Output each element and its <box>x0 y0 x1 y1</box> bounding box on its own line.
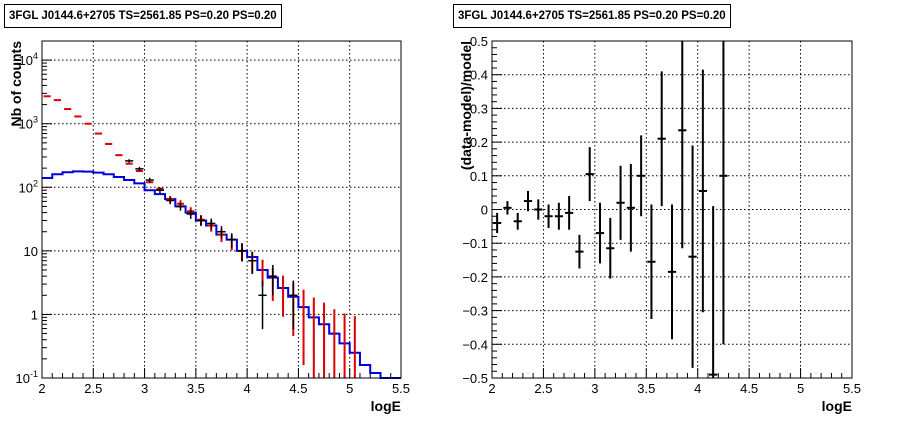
y-tick-label: 10-1 <box>16 369 38 386</box>
y-tick-label: −0.2 <box>462 270 488 285</box>
y-axis-label: Nb of counts <box>8 41 24 127</box>
residual-chart-pad: 2 2.5 3 3.5 4 4.5 5 5.5 −0.5 −0.4 −0.3 −0.2 −0.1 0 0.1… <box>449 0 898 421</box>
y-tick-label: −0.3 <box>462 304 488 319</box>
x-axis-label: logE <box>371 398 401 414</box>
y-tick-label: 1 <box>31 307 38 322</box>
x-tick-label: 2.5 <box>84 381 102 396</box>
x-tick-label: 2 <box>488 381 495 396</box>
plot-frame <box>41 40 402 379</box>
x-tick-label: 3.5 <box>187 381 205 396</box>
y-tick-label: 10 <box>24 244 38 259</box>
x-tick-label: 4.5 <box>740 381 758 396</box>
plot-frame <box>491 40 853 379</box>
y-tick-label: −0.4 <box>462 337 488 352</box>
y-tick-label: 0.1 <box>470 169 488 184</box>
chart-title: 3FGL J0144.6+2705 TS=2561.85 PS=0.20 PS=… <box>4 4 282 28</box>
y-tick-label: −0.5 <box>462 371 488 386</box>
x-tick-label: 4 <box>244 381 251 396</box>
blue-model-series <box>42 170 401 379</box>
x-tick-label: 3 <box>591 381 598 396</box>
x-tick-label: 5 <box>797 381 804 396</box>
counts-chart-pad: 2 2.5 3 3.5 4 4.5 5 5.5 10-1 1 10 102 103 104 logE Nb o… <box>4 4 410 414</box>
x-tick-label: 3.5 <box>637 381 655 396</box>
y-tick-label: 0.4 <box>470 68 488 83</box>
y-axis-label: (data-model)/model <box>458 41 474 170</box>
x-tick-label: 5.5 <box>843 381 861 396</box>
chart-title: 3FGL J0144.6+2705 TS=2561.85 PS=0.20 PS=… <box>453 4 731 28</box>
y-tick-label: 102 <box>19 178 38 195</box>
x-tick-label: 2.5 <box>534 381 552 396</box>
x-tick-label: 5.5 <box>392 381 410 396</box>
y-tick-label: 0.5 <box>470 34 488 49</box>
residual-chart: 2 2.5 3 3.5 4 4.5 5 5.5 −0.5 −0.4 −0.3 −0.2 −0.1 0 0.1… <box>458 34 861 414</box>
y-tick-label: 0 <box>481 203 488 218</box>
x-tick-label: 5 <box>346 381 353 396</box>
y-tick-label: 0.2 <box>470 135 488 150</box>
x-tick-label: 4.5 <box>289 381 307 396</box>
x-tick-label: 2 <box>38 381 45 396</box>
x-tick-label: 4 <box>694 381 701 396</box>
x-axis-label: logE <box>822 398 852 414</box>
x-tick-label: 3 <box>141 381 148 396</box>
y-tick-label: 0.3 <box>470 101 488 116</box>
y-tick-label: −0.1 <box>462 236 488 251</box>
